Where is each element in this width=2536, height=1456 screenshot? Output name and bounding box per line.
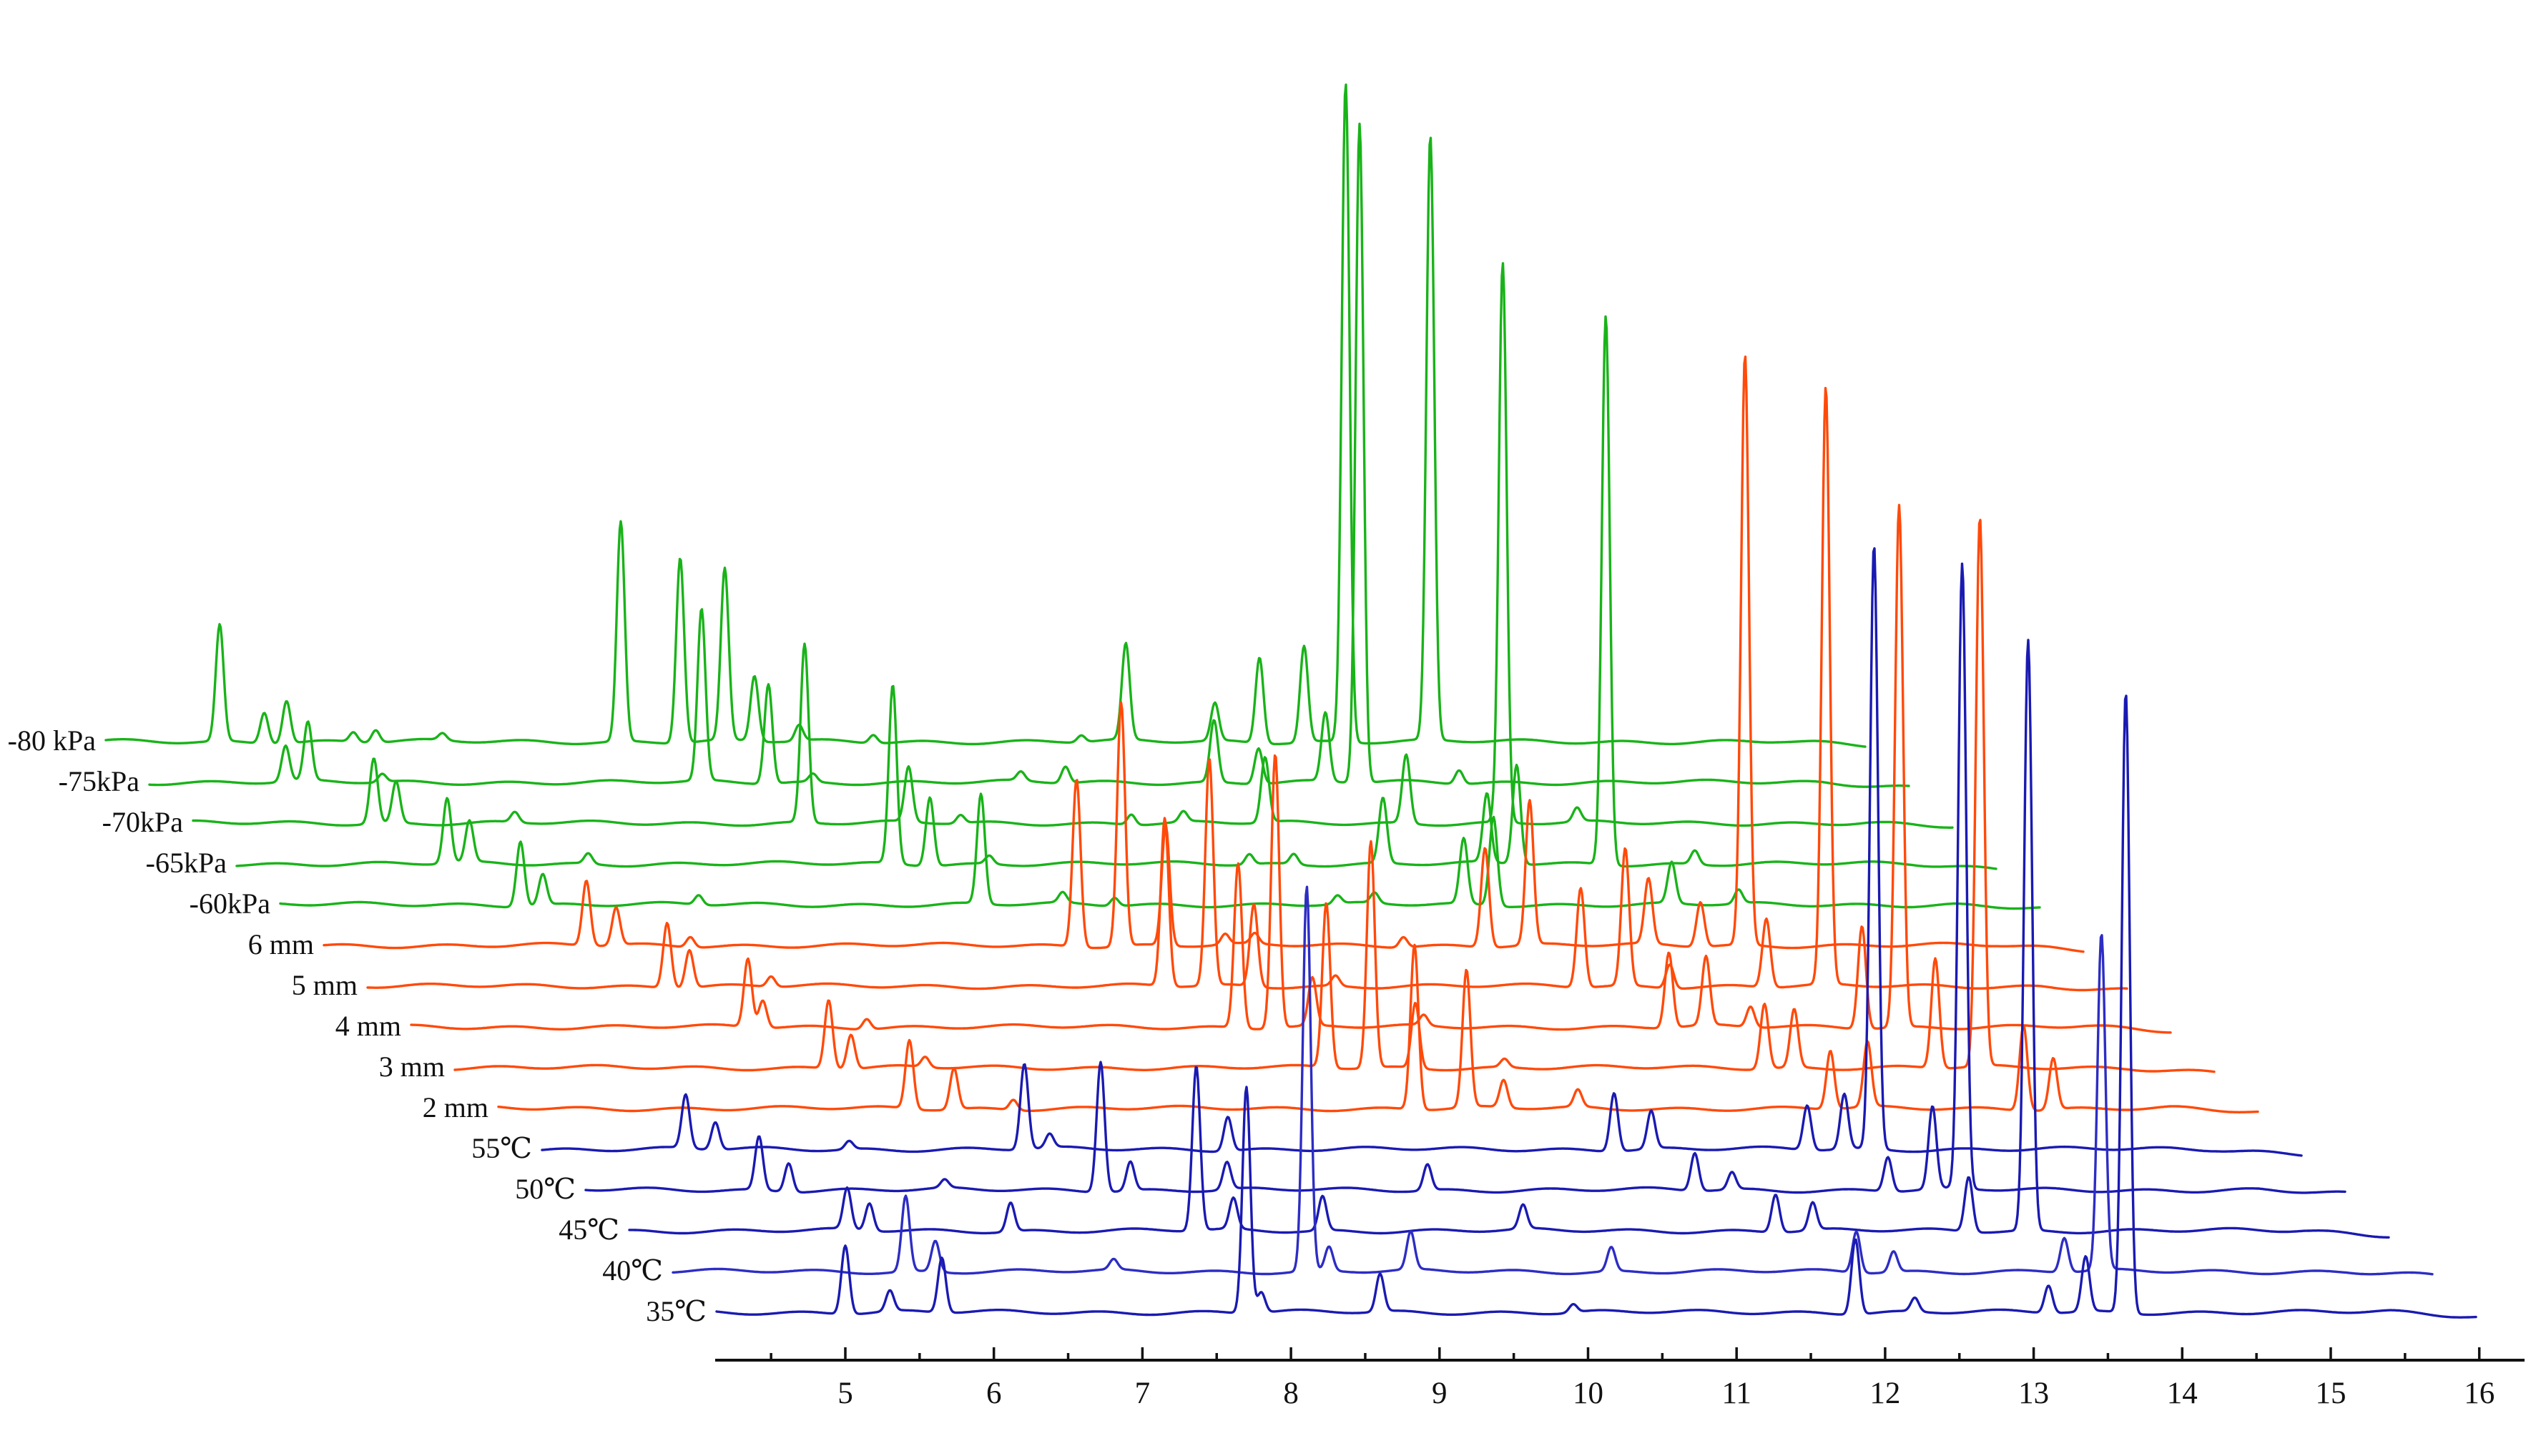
- trace-7: [366, 387, 2128, 992]
- x-tick-label: 6: [986, 1377, 1002, 1410]
- trace-8: [410, 503, 2172, 1034]
- trace-14: [672, 885, 2434, 1276]
- trace-11: [541, 547, 2303, 1157]
- row-label: 4 mm: [335, 1010, 401, 1042]
- x-tick-label: 11: [1721, 1377, 1751, 1410]
- row-label: 3 mm: [379, 1051, 445, 1083]
- x-tick-label: 9: [1432, 1377, 1448, 1410]
- x-tick-label: 15: [2316, 1377, 2346, 1410]
- row-label: 35℃: [646, 1295, 707, 1327]
- row-label: 2 mm: [423, 1091, 488, 1123]
- row-label: 45℃: [559, 1214, 619, 1246]
- row-label: -75kPa: [59, 765, 140, 797]
- row-label: 55℃: [471, 1132, 532, 1164]
- x-tick-label: 13: [2018, 1377, 2049, 1410]
- x-tick-label: 8: [1283, 1377, 1299, 1410]
- trace-12: [584, 562, 2346, 1194]
- trace-2: [148, 122, 1910, 788]
- trace-1: [104, 83, 1867, 748]
- row-label: -80 kPa: [8, 724, 97, 757]
- row-label: -70kPa: [102, 806, 184, 838]
- traces-layer: [104, 83, 2477, 1319]
- row-label: 6 mm: [248, 928, 314, 960]
- trace-6: [323, 355, 2085, 953]
- trace-10: [497, 943, 2259, 1113]
- x-axis: 5 6 7 8 9 10 11 12 13 14 15 16: [715, 1347, 2525, 1410]
- x-tick-label: 12: [1869, 1377, 1900, 1410]
- row-label: 40℃: [602, 1254, 663, 1287]
- row-label: -65kPa: [146, 847, 227, 879]
- row-label: 50℃: [515, 1173, 576, 1205]
- x-tick-label: 16: [2464, 1377, 2495, 1410]
- row-labels-layer: -80 kPa -75kPa -70kPa -65kPa -60kPa 6 mm 5 mm 4…: [8, 724, 707, 1327]
- trace-9: [453, 518, 2216, 1073]
- x-tick-label: 7: [1135, 1377, 1151, 1410]
- row-label: -60kPa: [190, 887, 271, 920]
- x-tick-label: 5: [837, 1377, 853, 1410]
- x-tick-label: 10: [1573, 1377, 1603, 1410]
- row-label: 5 mm: [292, 969, 358, 1001]
- trace-15: [715, 694, 2477, 1319]
- trace-13: [628, 639, 2390, 1239]
- x-tick-label: 14: [2167, 1377, 2198, 1410]
